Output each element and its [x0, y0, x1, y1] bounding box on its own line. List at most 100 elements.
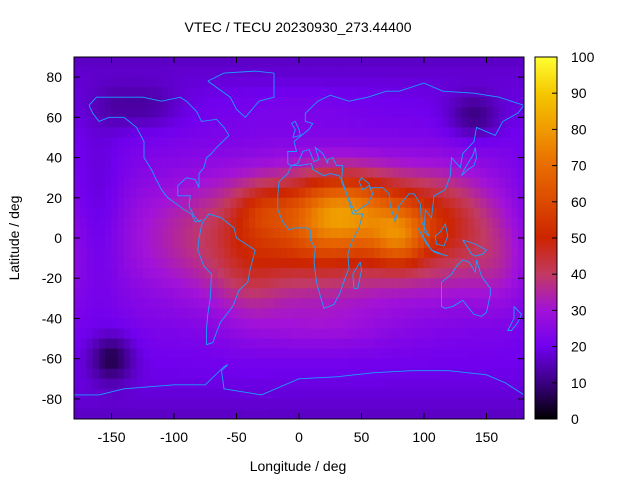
- heatmap-cell: [355, 187, 362, 199]
- heatmap-cell: [267, 338, 275, 350]
- heatmap-cell: [155, 308, 162, 319]
- heatmap-cell: [86, 157, 94, 169]
- heatmap-cell: [255, 268, 262, 279]
- colorbar-tick-label: 50: [571, 230, 587, 246]
- heatmap-cell: [511, 368, 519, 380]
- heatmap-cell: [474, 288, 481, 299]
- heatmap-cell: [386, 147, 394, 158]
- vtec-heatmap: [74, 57, 525, 420]
- heatmap-cell: [174, 57, 181, 68]
- heatmap-cell: [480, 97, 487, 108]
- heatmap-cell: [255, 177, 262, 189]
- heatmap-cell: [411, 248, 419, 259]
- heatmap-cell: [480, 77, 487, 88]
- heatmap-cell: [449, 288, 456, 299]
- heatmap-cell: [211, 268, 219, 279]
- heatmap-cell: [324, 358, 331, 370]
- heatmap-cell: [124, 187, 131, 199]
- heatmap-cell: [199, 348, 206, 360]
- heatmap-cell: [167, 177, 175, 189]
- heatmap-cell: [424, 338, 431, 350]
- heatmap-cell: [367, 268, 375, 279]
- heatmap-cell: [436, 278, 444, 289]
- heatmap-cell: [111, 238, 119, 249]
- heatmap-cell: [355, 197, 362, 209]
- heatmap-cell: [117, 107, 125, 118]
- heatmap-cell: [449, 348, 456, 360]
- heatmap-cell: [224, 408, 231, 420]
- heatmap-cell: [217, 378, 225, 390]
- heatmap-cell: [355, 117, 362, 128]
- heatmap-cell: [386, 248, 394, 259]
- heatmap-cell: [174, 217, 181, 229]
- heatmap-cell: [149, 127, 156, 138]
- heatmap-cell: [330, 147, 337, 158]
- heatmap-cell: [205, 298, 212, 309]
- heatmap-cell: [286, 157, 294, 169]
- heatmap-cell: [205, 248, 212, 259]
- heatmap-cell: [517, 278, 525, 289]
- heatmap-cell: [411, 87, 419, 98]
- heatmap-cell: [480, 398, 487, 410]
- heatmap-cell: [74, 207, 81, 219]
- heatmap-cell: [361, 227, 369, 239]
- heatmap-cell: [117, 308, 125, 319]
- heatmap-cell: [349, 227, 356, 239]
- heatmap-cell: [374, 167, 381, 179]
- heatmap-cell: [161, 338, 169, 350]
- heatmap-cell: [111, 107, 119, 118]
- heatmap-cell: [186, 157, 194, 169]
- heatmap-cell: [211, 408, 219, 420]
- heatmap-cell: [211, 308, 219, 319]
- x-tick-label: -100: [160, 429, 188, 445]
- heatmap-cell: [405, 57, 412, 68]
- heatmap-cell: [442, 177, 450, 189]
- heatmap-cell: [355, 298, 362, 309]
- heatmap-cell: [499, 348, 506, 360]
- heatmap-cell: [380, 348, 387, 360]
- heatmap-cell: [186, 398, 194, 410]
- heatmap-cell: [436, 107, 444, 118]
- heatmap-cell: [405, 248, 412, 259]
- heatmap-cell: [367, 308, 375, 319]
- heatmap-cell: [236, 177, 244, 189]
- heatmap-cell: [230, 137, 237, 148]
- heatmap-cell: [74, 338, 81, 350]
- heatmap-cell: [349, 137, 356, 148]
- heatmap-cell: [311, 258, 319, 269]
- heatmap-cell: [449, 328, 456, 339]
- heatmap-cell: [242, 288, 250, 299]
- heatmap-cell: [161, 308, 169, 319]
- heatmap-cell: [192, 258, 200, 269]
- heatmap-cell: [317, 177, 325, 189]
- heatmap-cell: [442, 77, 450, 88]
- heatmap-cell: [430, 258, 437, 269]
- heatmap-cell: [355, 308, 362, 319]
- heatmap-cell: [392, 348, 400, 360]
- heatmap-cell: [499, 227, 506, 239]
- heatmap-cell: [92, 177, 100, 189]
- heatmap-cell: [317, 127, 325, 138]
- heatmap-cell: [392, 338, 400, 350]
- heatmap-cell: [386, 338, 394, 350]
- heatmap-cell: [230, 207, 237, 219]
- heatmap-cell: [92, 258, 100, 269]
- heatmap-cell: [499, 217, 506, 229]
- heatmap-cell: [149, 147, 156, 158]
- heatmap-cell: [342, 358, 350, 370]
- heatmap-cell: [305, 217, 312, 229]
- heatmap-cell: [305, 408, 312, 420]
- heatmap-cell: [424, 348, 431, 360]
- heatmap-cell: [280, 338, 287, 350]
- heatmap-cell: [467, 157, 475, 169]
- heatmap-cell: [480, 368, 487, 380]
- x-axis-label: Longitude / deg: [250, 458, 347, 474]
- heatmap-cell: [399, 238, 406, 249]
- heatmap-cell: [399, 167, 406, 179]
- heatmap-cell: [374, 258, 381, 269]
- heatmap-cell: [480, 177, 487, 189]
- heatmap-cell: [211, 358, 219, 370]
- heatmap-cell: [155, 157, 162, 169]
- heatmap-cell: [380, 318, 387, 329]
- heatmap-cell: [211, 227, 219, 239]
